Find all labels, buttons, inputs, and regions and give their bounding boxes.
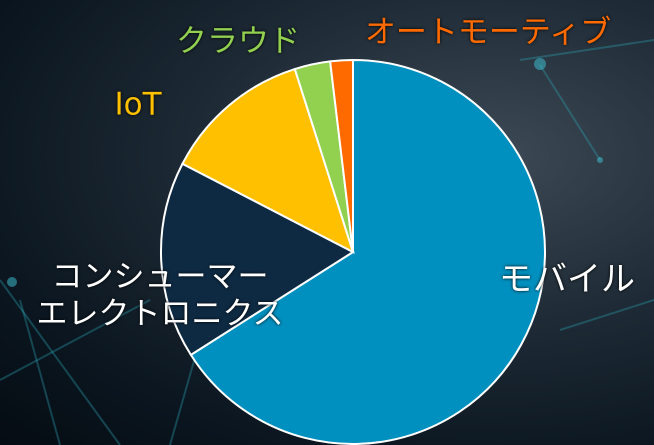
slice-label: モバイル bbox=[499, 259, 635, 300]
pie-slice bbox=[181, 67, 355, 254]
slice-label: クラウド bbox=[176, 23, 300, 60]
slice-label: コンシューマー エレクトロニクス bbox=[36, 258, 284, 332]
pie-slice bbox=[160, 162, 356, 357]
pie-slice bbox=[189, 58, 546, 445]
slice-label: オートモーティブ bbox=[364, 14, 612, 51]
slice-label: IoT bbox=[114, 86, 162, 123]
pie-slice bbox=[329, 58, 354, 253]
